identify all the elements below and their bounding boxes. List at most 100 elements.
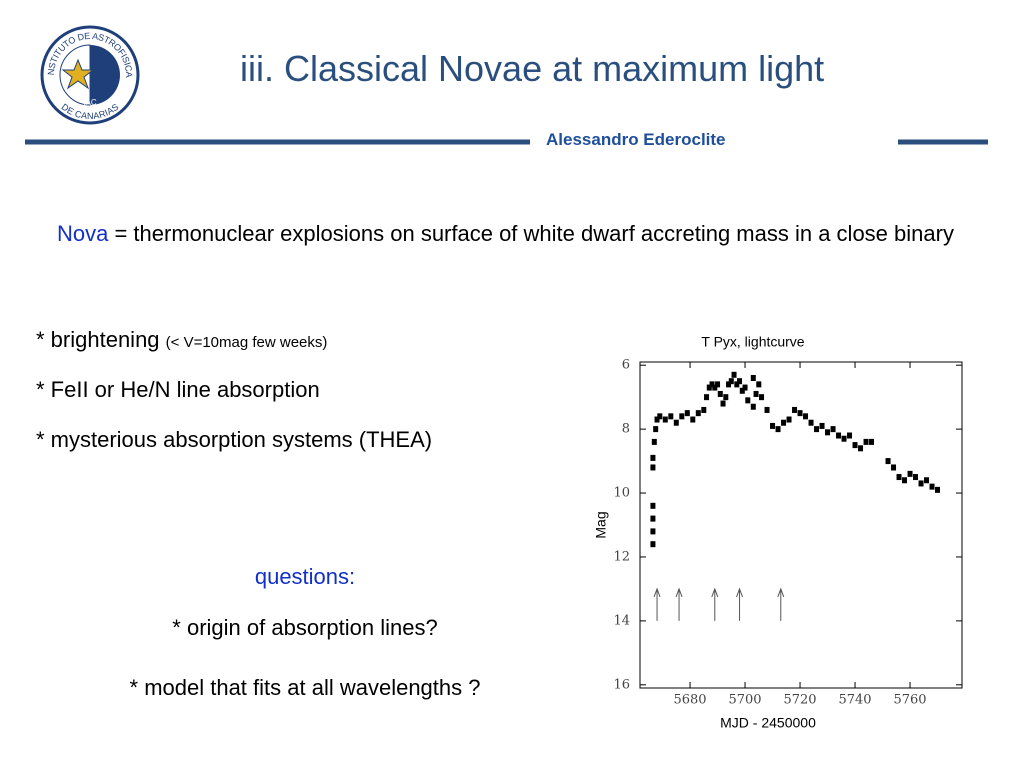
epoch-arrow (711, 587, 719, 621)
epoch-arrow (653, 587, 661, 621)
bullet: * brightening (< V=10mag few weeks) (36, 327, 327, 353)
definition: Nova = thermonuclear explosions on surfa… (57, 218, 987, 249)
data-point (728, 378, 734, 385)
data-point (770, 422, 776, 429)
data-point (891, 464, 897, 471)
data-point (841, 435, 847, 442)
data-point (753, 390, 759, 397)
data-point (731, 371, 737, 378)
slide-title: iii. Classical Novae at maximum light (240, 48, 825, 89)
data-point (885, 458, 891, 465)
data-point (701, 406, 707, 413)
data-point (737, 378, 743, 385)
data-point (814, 426, 820, 433)
bullet-note: (< V=10mag few weeks) (165, 334, 328, 351)
data-point (650, 502, 656, 509)
data-point (781, 419, 787, 426)
data-point (742, 384, 748, 391)
data-point (654, 416, 660, 423)
data-point (650, 515, 656, 522)
bullet: * FeII or He/N line absorption (36, 377, 320, 402)
data-point (720, 400, 726, 407)
data-point (825, 429, 831, 436)
x-tick-label: 5760 (893, 693, 926, 708)
y-tick-label: 16 (613, 677, 630, 692)
data-point (858, 445, 864, 452)
data-point (819, 422, 825, 429)
data-point (869, 438, 875, 445)
logo: INSTITUTO DE ASTROFISICA DE CANARIAS IAC (0, 0, 140, 125)
questions-heading: questions: (254, 564, 356, 589)
data-point (918, 480, 924, 487)
y-tick-label: 6 (622, 358, 630, 373)
data-point (650, 454, 656, 461)
data-point (650, 464, 656, 471)
epoch-arrow (675, 587, 683, 621)
data-point (723, 394, 729, 401)
data-point (764, 406, 770, 413)
data-point (935, 486, 941, 493)
data-point (759, 394, 765, 401)
x-axis-label: MJD - 2450000 (720, 715, 816, 731)
data-point (709, 381, 715, 388)
epoch-arrow (777, 587, 785, 621)
data-point (924, 477, 930, 484)
data-point (650, 541, 656, 548)
data-point (717, 390, 723, 397)
data-point (750, 403, 756, 410)
plot-frame (639, 361, 963, 689)
y-tick-label: 10 (613, 486, 630, 501)
data-point (836, 432, 842, 439)
question: * origin of absorption lines? (172, 615, 438, 640)
y-tick-label: 8 (622, 422, 630, 437)
data-point (726, 381, 732, 388)
data-point (695, 410, 701, 417)
data-point (808, 419, 814, 426)
logo-center: IAC (83, 98, 97, 107)
definition-text: = thermonuclear explosions on surface of… (108, 221, 954, 246)
author: Alessandro Ederoclite (546, 130, 726, 149)
data-point (913, 474, 919, 481)
data-point (673, 419, 679, 426)
data-point (907, 470, 913, 477)
data-point (668, 413, 674, 420)
data-point (690, 416, 696, 423)
y-tick-label: 12 (613, 549, 630, 564)
data-point (929, 483, 935, 490)
term: Nova (57, 221, 109, 246)
data-point (734, 381, 740, 388)
data-point (657, 413, 663, 420)
data-point (706, 384, 712, 391)
data-point (650, 528, 656, 535)
bullet: * mysterious absorption systems (THEA) (36, 427, 433, 452)
question: * model that fits at all wavelengths ? (129, 675, 481, 700)
data-point (786, 416, 792, 423)
data-point (739, 387, 745, 394)
data-point (684, 410, 690, 417)
data-point (745, 397, 751, 404)
data-point (852, 442, 858, 449)
data-point (651, 438, 657, 445)
y-tick-label: 14 (613, 613, 630, 628)
bullet-text: * brightening (36, 327, 166, 352)
data-point (662, 416, 668, 423)
x-tick-label: 5700 (728, 693, 761, 708)
data-point (847, 432, 853, 439)
x-tick-label: 5680 (673, 693, 706, 708)
data-point (902, 477, 908, 484)
epoch-arrow (736, 587, 744, 621)
data-point (863, 438, 869, 445)
data-point (756, 381, 762, 388)
data-point (830, 426, 836, 433)
data-point (715, 381, 721, 388)
x-tick-label: 5740 (838, 693, 871, 708)
data-point (775, 426, 781, 433)
x-tick-label: 5720 (783, 693, 816, 708)
chart-title: T Pyx, lightcurve (701, 334, 804, 350)
data-point (896, 474, 902, 481)
data-point (792, 406, 798, 413)
data-point (653, 426, 659, 433)
y-axis-label: Mag (593, 511, 609, 538)
